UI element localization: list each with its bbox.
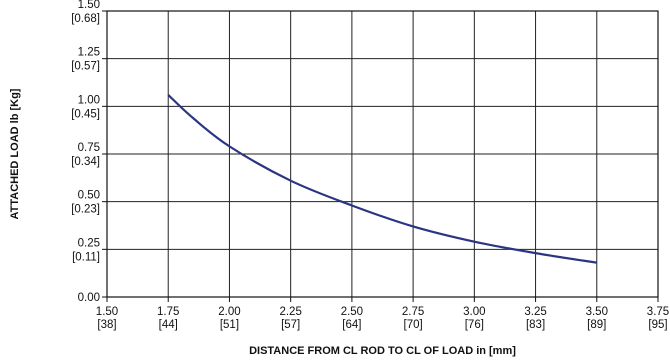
y-tick-labels: 0.00 0.25 [0.11] 0.50 [0.23] 0.75 [0.34] 1.00 [0… xyxy=(71,0,100,304)
x-tick-sublabel: [89] xyxy=(587,319,606,331)
x-tick-sublabel: [38] xyxy=(97,319,116,331)
x-tick-label: 3.00 xyxy=(463,306,485,318)
x-tick-label: 3.75 xyxy=(647,306,669,318)
x-tick-sublabel: [76] xyxy=(465,319,484,331)
x-tick-label: 1.75 xyxy=(157,306,179,318)
y-tick-sublabel: [0.45] xyxy=(71,108,100,120)
x-tick-labels: 1.50[38] 1.75[44] 2.00[51] 2.25[57] 2.50[64]… xyxy=(96,306,669,331)
series-line xyxy=(167,94,597,264)
y-tick-label: 1.25 xyxy=(78,47,100,59)
x-tick-label: 2.00 xyxy=(218,306,240,318)
y-tick-sublabel: [0.68] xyxy=(71,13,100,25)
y-tick-label: 0.75 xyxy=(78,142,100,154)
x-tick-sublabel: [64] xyxy=(342,319,361,331)
y-tick-label: 0.00 xyxy=(78,292,100,304)
x-tick-label: 2.75 xyxy=(402,306,424,318)
grid xyxy=(106,10,659,298)
y-tick-sublabel: [0.23] xyxy=(71,204,100,216)
y-tick-sublabel: [0.34] xyxy=(71,156,100,168)
x-tick-label: 3.50 xyxy=(586,306,608,318)
y-tick-sublabel: [0.11] xyxy=(72,251,100,263)
x-tick-label: 1.50 xyxy=(96,306,118,318)
x-tick-sublabel: [57] xyxy=(281,319,300,331)
x-axis-title: DISTANCE FROM CL ROD TO CL OF LOAD in [m… xyxy=(249,345,516,357)
axes xyxy=(102,10,659,302)
x-tick-sublabel: [95] xyxy=(648,319,667,331)
x-tick-label: 3.25 xyxy=(524,306,546,318)
series xyxy=(167,94,597,264)
x-tick-label: 2.25 xyxy=(279,306,301,318)
y-tick-label: 0.50 xyxy=(78,190,100,202)
y-tick-label: 1.50 xyxy=(78,0,100,11)
y-tick-sublabel: [0.57] xyxy=(71,61,100,73)
y-axis-title: ATTACHED LOAD lb [Kg] xyxy=(9,88,21,219)
x-tick-sublabel: [83] xyxy=(526,319,545,331)
x-tick-label: 2.50 xyxy=(341,306,363,318)
x-tick-sublabel: [70] xyxy=(404,319,423,331)
y-tick-label: 1.00 xyxy=(78,94,100,106)
y-tick-label: 0.25 xyxy=(78,237,100,249)
x-tick-sublabel: [44] xyxy=(159,319,178,331)
x-tick-sublabel: [51] xyxy=(220,319,239,331)
